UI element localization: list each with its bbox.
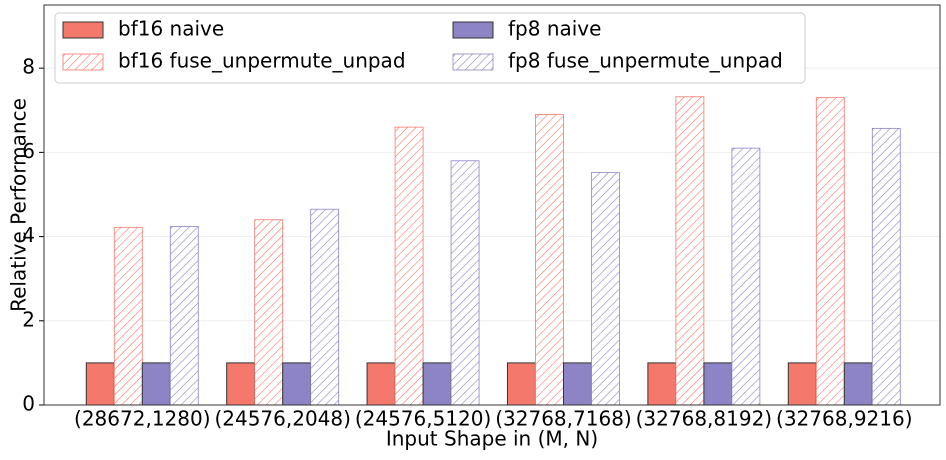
bar <box>394 126 424 406</box>
bar <box>422 362 452 406</box>
bar <box>675 96 705 406</box>
x-tick-label: (24576,5120) <box>355 407 491 431</box>
bar <box>310 208 340 406</box>
x-tick-label: (28672,1280) <box>74 407 210 431</box>
plot-frame <box>43 4 941 406</box>
bar <box>787 362 817 406</box>
bar <box>591 172 620 406</box>
bar <box>366 362 396 406</box>
x-tick-label: (32768,9216) <box>776 407 912 431</box>
y-tick-label: 4 <box>22 223 35 247</box>
y-tick-label: 0 <box>22 392 35 416</box>
legend-label: bf16 naive <box>118 17 224 41</box>
legend-box <box>54 12 806 84</box>
bar <box>282 362 312 406</box>
bar <box>169 226 199 406</box>
bar <box>226 362 256 406</box>
bar <box>562 362 592 406</box>
y-axis-label: Relative Performance <box>7 98 31 312</box>
legend-swatch <box>62 53 104 71</box>
legend-label: fp8 fuse_unpermute_unpad <box>508 49 783 73</box>
bar <box>506 362 536 406</box>
bar <box>815 97 845 406</box>
bar <box>647 362 677 406</box>
bar <box>141 362 171 406</box>
bar <box>871 127 901 406</box>
bar <box>113 226 143 406</box>
x-tick-label: (32768,8192) <box>636 407 772 431</box>
legend-swatch <box>62 21 104 39</box>
legend-label: bf16 fuse_unpermute_unpad <box>118 49 406 73</box>
legend-label: fp8 naive <box>508 17 601 41</box>
bar <box>450 160 480 406</box>
bar <box>731 147 761 406</box>
bar <box>85 362 115 406</box>
x-tick-label: (32768,7168) <box>495 407 631 431</box>
x-axis-label: Input Shape in (M, N) <box>386 427 598 451</box>
y-tick-label: 2 <box>22 307 35 331</box>
x-tick-label: (24576,2048) <box>214 407 350 431</box>
bar <box>254 219 284 406</box>
y-tick-label: 8 <box>22 55 35 79</box>
bar <box>703 362 733 406</box>
y-tick-label: 6 <box>22 139 35 163</box>
bar <box>843 362 873 406</box>
bar <box>535 114 564 406</box>
legend-swatch <box>452 21 494 39</box>
legend-swatch <box>452 53 494 71</box>
